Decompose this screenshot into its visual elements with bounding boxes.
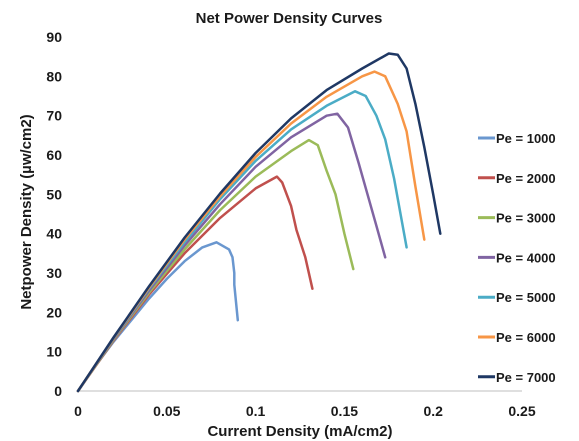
series-line-2000 [76, 175, 314, 393]
y-tick-label: 80 [46, 68, 62, 84]
legend-item: Pe = 2000 [478, 171, 556, 186]
y-axis-ticks: 0 10 20 30 40 50 60 70 80 90 [46, 29, 62, 399]
x-tick-label: 0.2 [423, 403, 443, 419]
x-axis-label: Current Density (mA/cm2) [207, 423, 392, 440]
x-tick-label: 0.25 [508, 403, 535, 419]
legend-item: Pe = 4000 [478, 250, 556, 265]
legend-item: Pe = 1000 [478, 131, 556, 146]
x-tick-label: 0.1 [246, 403, 266, 419]
series-line-1000 [76, 241, 240, 393]
y-tick-label: 20 [46, 304, 62, 320]
series-line-3000 [76, 138, 355, 393]
x-tick-label: 0.15 [331, 403, 358, 419]
y-tick-label: 30 [46, 265, 62, 281]
y-tick-label: 10 [46, 344, 62, 360]
y-tick-label: 0 [54, 383, 62, 399]
y-axis-label: Netpower Density (µw/cm2) [18, 114, 35, 309]
x-tick-label: 0 [74, 403, 82, 419]
y-tick-label: 60 [46, 147, 62, 163]
legend-label: Pe = 2000 [496, 171, 556, 186]
legend: Pe = 1000 Pe = 2000 Pe = 3000 Pe = 4000 Pe =… [478, 131, 556, 385]
x-tick-label: 0.05 [153, 403, 180, 419]
series-line-4000 [76, 112, 387, 393]
series-line-5000 [76, 90, 408, 393]
series-lines [76, 52, 442, 393]
legend-label: Pe = 3000 [496, 211, 556, 226]
y-tick-label: 70 [46, 108, 62, 124]
legend-label: Pe = 4000 [496, 250, 556, 265]
legend-label: Pe = 5000 [496, 290, 556, 305]
legend-item: Pe = 7000 [478, 370, 556, 385]
series-line-7000 [76, 52, 442, 393]
chart-title: Net Power Density Curves [196, 10, 383, 27]
y-tick-label: 40 [46, 226, 62, 242]
x-axis-ticks: 0 0.05 0.1 0.15 0.2 0.25 [74, 403, 536, 419]
legend-item: Pe = 3000 [478, 211, 556, 226]
legend-label: Pe = 7000 [496, 370, 556, 385]
legend-item: Pe = 5000 [478, 290, 556, 305]
legend-label: Pe = 1000 [496, 131, 556, 146]
series-line-6000 [76, 70, 426, 393]
legend-label: Pe = 6000 [496, 330, 556, 345]
y-tick-label: 50 [46, 186, 62, 202]
y-tick-label: 90 [46, 29, 62, 45]
legend-item: Pe = 6000 [478, 330, 556, 345]
